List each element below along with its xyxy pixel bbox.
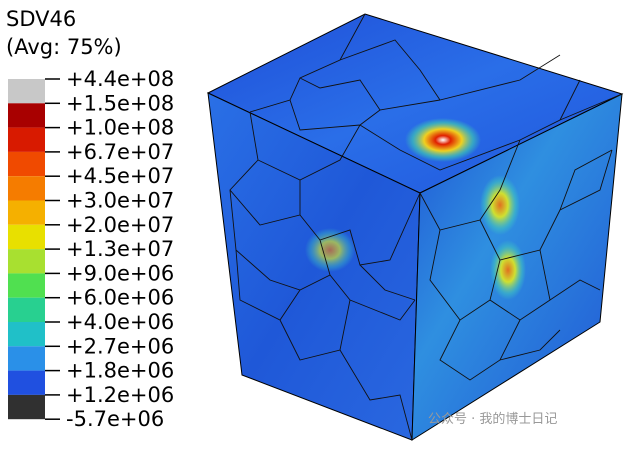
legend-subtitle: (Avg: 75%) [6, 35, 122, 59]
legend-swatch [8, 127, 45, 152]
legend-label: +6.0e+06 [66, 286, 174, 310]
hotspot [405, 118, 481, 162]
legend-swatch [8, 249, 45, 274]
legend-label: +6.7e+07 [66, 140, 174, 164]
legend-title: SDV46 [6, 7, 76, 31]
watermark: 公众号 · 我的博士日记 [428, 411, 557, 427]
legend-swatch [8, 346, 45, 371]
legend-label: +1.3e+07 [66, 237, 174, 261]
legend-label: +2.7e+06 [66, 334, 174, 358]
hotspot [305, 228, 355, 272]
hotspot [490, 240, 526, 300]
legend-label: +3.0e+07 [66, 189, 174, 213]
legend-label: +4.5e+07 [66, 164, 174, 188]
legend-swatch [8, 103, 45, 128]
legend-label: +9.0e+06 [66, 261, 174, 285]
legend-swatch [8, 273, 45, 298]
legend-swatch [8, 151, 45, 177]
legend-swatch [8, 370, 45, 395]
legend-swatch [8, 322, 45, 347]
legend-label: +1.8e+06 [66, 359, 174, 383]
hotspot [480, 175, 520, 235]
legend-swatch [8, 224, 45, 250]
cube [206, 13, 624, 441]
legend-swatch [8, 79, 45, 104]
legend-swatch [8, 394, 45, 420]
legend-label: +1.5e+08 [66, 91, 174, 115]
legend-label: +4.4e+08 [66, 67, 174, 91]
legend-label: +1.0e+08 [66, 116, 174, 140]
legend-label: -5.7e+06 [66, 407, 164, 431]
legend-label: +2.0e+07 [66, 213, 174, 237]
grain-boundaries [229, 13, 623, 441]
legend: SDV46 (Avg: 75%) +4.4e+08+1.5e+08+1.0e+0… [6, 7, 174, 431]
legend-swatch [8, 200, 45, 225]
legend-swatch [8, 176, 45, 201]
legend-label: +4.0e+06 [66, 310, 174, 334]
legend-label: +1.2e+06 [66, 383, 174, 407]
legend-swatch [8, 297, 45, 322]
